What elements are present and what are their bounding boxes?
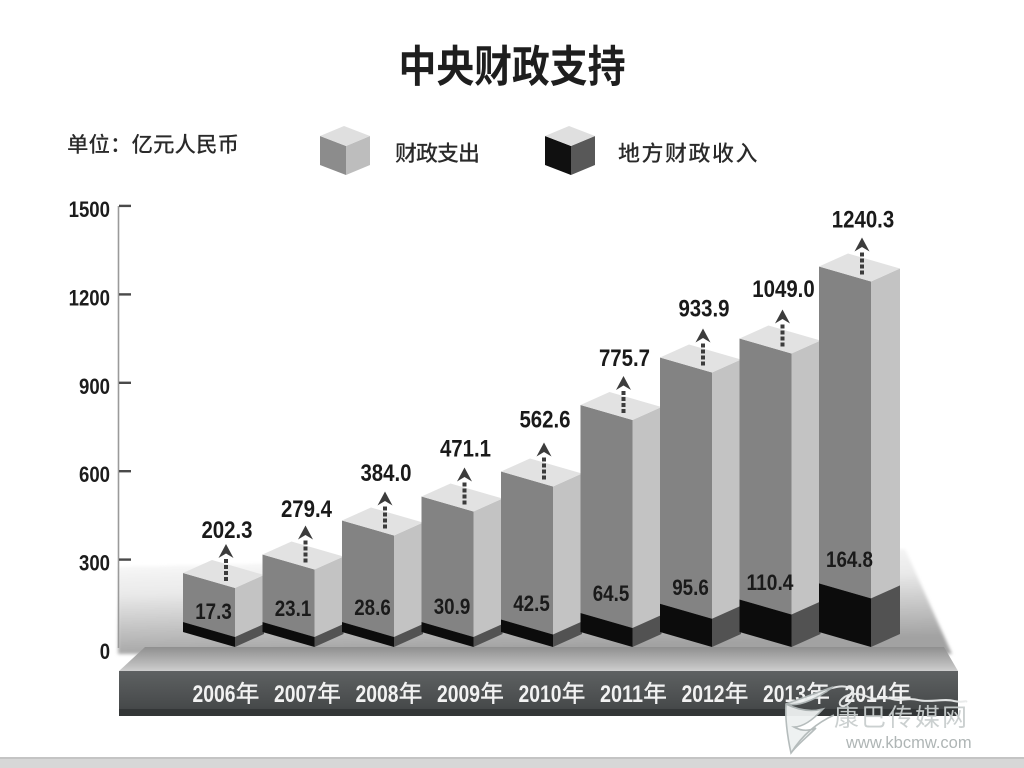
svg-text:17.3: 17.3 xyxy=(195,599,232,624)
svg-text:2006: 2006 xyxy=(193,681,236,708)
svg-text:1500: 1500 xyxy=(69,197,110,222)
svg-text:2012: 2012 xyxy=(682,681,725,708)
svg-text:2011: 2011 xyxy=(600,681,643,708)
svg-text:28.6: 28.6 xyxy=(354,595,391,620)
svg-text:23.1: 23.1 xyxy=(275,596,312,621)
svg-text:2009: 2009 xyxy=(437,681,480,708)
svg-text:775.7: 775.7 xyxy=(599,345,650,372)
svg-text:1200: 1200 xyxy=(69,285,110,310)
svg-text:384.0: 384.0 xyxy=(360,460,411,487)
svg-text:600: 600 xyxy=(79,462,110,487)
svg-text:95.6: 95.6 xyxy=(672,575,709,600)
svg-text:1240.3: 1240.3 xyxy=(832,207,894,234)
svg-text:0: 0 xyxy=(100,639,110,664)
svg-text:www.kbcmw.com: www.kbcmw.com xyxy=(845,734,972,752)
svg-text:279.4: 279.4 xyxy=(281,496,333,523)
svg-text:900: 900 xyxy=(79,374,110,399)
svg-text:164.8: 164.8 xyxy=(826,547,873,572)
svg-text:562.6: 562.6 xyxy=(519,407,570,434)
svg-text:30.9: 30.9 xyxy=(434,594,471,619)
svg-text:1049.0: 1049.0 xyxy=(752,276,814,303)
svg-text:2007: 2007 xyxy=(274,681,317,708)
svg-text:2010: 2010 xyxy=(519,681,562,708)
svg-text:933.9: 933.9 xyxy=(678,296,729,323)
svg-text:202.3: 202.3 xyxy=(201,517,252,544)
svg-text:300: 300 xyxy=(79,551,110,576)
svg-text:110.4: 110.4 xyxy=(747,570,795,595)
svg-text:64.5: 64.5 xyxy=(593,581,630,606)
svg-text:42.5: 42.5 xyxy=(513,591,550,616)
svg-text:2008: 2008 xyxy=(356,681,399,708)
svg-text:471.1: 471.1 xyxy=(440,436,491,463)
